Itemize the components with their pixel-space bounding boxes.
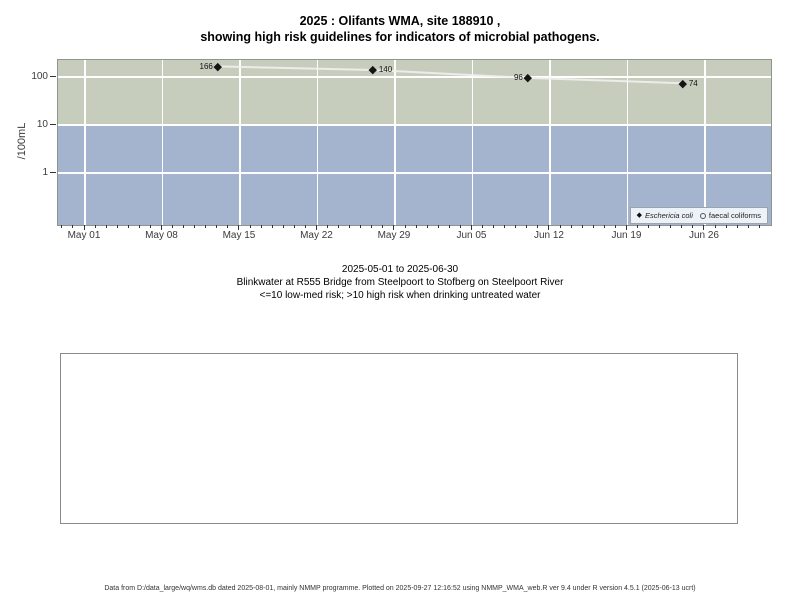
horizontal-gridline xyxy=(58,124,771,126)
open-circle-icon xyxy=(699,212,706,219)
x-tick-label: Jun 19 xyxy=(611,230,642,241)
y-axis-tick xyxy=(50,171,56,173)
point-value-label: 140 xyxy=(378,65,393,75)
horizontal-gridline xyxy=(58,172,771,174)
point-value-label: 74 xyxy=(688,78,698,88)
empty-panel xyxy=(60,353,738,524)
caption-block: 2025-05-01 to 2025-06-30 Blinkwater at R… xyxy=(0,263,800,302)
y-axis-tick xyxy=(50,123,56,125)
horizontal-gridline xyxy=(58,76,771,78)
caption-risk-note: <=10 low-med risk; >10 high risk when dr… xyxy=(259,290,541,301)
plot-area: 166 140 96 74 ◆ Eschericia coli faecal coli… xyxy=(57,59,772,226)
vertical-gridline xyxy=(471,60,474,225)
gridlines xyxy=(58,60,771,225)
vertical-gridline xyxy=(704,60,706,225)
legend-item-ecoli: ◆ Eschericia coli xyxy=(637,211,693,220)
point-value-label: 166 xyxy=(199,61,213,71)
legend-item-faecal: faecal coliforms xyxy=(699,211,761,220)
vertical-gridline xyxy=(626,60,629,225)
series-line xyxy=(217,65,683,85)
vertical-gridline xyxy=(316,60,319,225)
point-value-label: 96 xyxy=(513,73,523,83)
filled-diamond-icon: ◆ xyxy=(636,212,642,219)
x-tick-label: May 15 xyxy=(222,230,256,241)
chart-title-line2: showing high risk guidelines for indicat… xyxy=(200,30,600,44)
y-axis-tick xyxy=(50,75,56,77)
x-tick-label: Jun 05 xyxy=(456,230,487,241)
y-tick-label: 100 xyxy=(31,70,48,82)
x-tick-label: May 01 xyxy=(67,230,101,241)
caption-date-range: 2025-05-01 to 2025-06-30 xyxy=(341,264,459,275)
caption-site-description: Blinkwater at R555 Bridge from Steelpoor… xyxy=(236,277,564,288)
high-risk-zone xyxy=(58,60,771,125)
chart-title-line1: 2025 : Olifants WMA, site 188910 , xyxy=(299,14,501,28)
vertical-gridline xyxy=(394,60,396,225)
footer-note: Data from D:/data_large/wq/wms.db dated … xyxy=(104,585,696,592)
legend: ◆ Eschericia coli faecal coliforms xyxy=(629,207,768,224)
x-tick-label: May 08 xyxy=(145,230,178,241)
x-tick-label: Jun 12 xyxy=(533,230,564,241)
chart-title: 2025 : Olifants WMA, site 188910 , showi… xyxy=(0,13,800,45)
ecoli-point xyxy=(213,62,222,71)
vertical-gridline xyxy=(239,60,241,225)
vertical-gridline xyxy=(161,60,164,225)
ecoli-point xyxy=(368,66,377,74)
legend-label-faecal: faecal coliforms xyxy=(708,211,761,220)
y-axis-label: /100mL xyxy=(16,122,28,160)
vertical-gridline xyxy=(84,60,86,225)
data-points: 166 140 96 74 xyxy=(58,60,771,225)
x-tick-label: May 29 xyxy=(377,230,411,241)
x-tick-label: Jun 26 xyxy=(688,230,719,241)
vertical-gridline xyxy=(549,60,551,225)
ecoli-point xyxy=(678,79,687,88)
x-tick-label: May 22 xyxy=(300,230,333,241)
ecoli-point xyxy=(523,73,532,82)
legend-label-ecoli: Eschericia coli xyxy=(644,211,693,220)
